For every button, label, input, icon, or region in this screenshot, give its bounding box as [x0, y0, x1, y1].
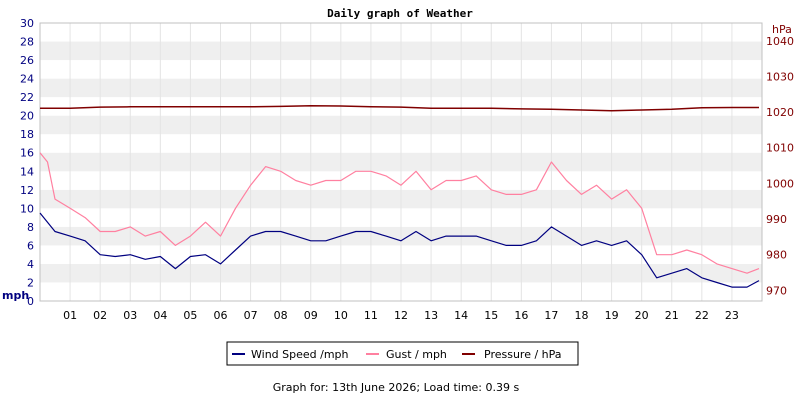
x-tick-label: 15	[484, 309, 498, 322]
gust-line	[39, 152, 760, 274]
legend: Wind Speed /mph Gust / mph Pressure / hP…	[226, 341, 579, 366]
x-tick-label: 18	[575, 309, 589, 322]
right-tick-label: 1040	[766, 35, 794, 48]
chart-title: Daily graph of Weather	[327, 7, 473, 20]
x-tick-label: 12	[394, 309, 408, 322]
legend-label-pressure: Pressure / hPa	[484, 348, 562, 361]
x-axis-ticks: 01 02 03 04 05 06 07 08 09 10 11 12 13 14 15 16 17 18 19 20…	[63, 309, 739, 322]
x-tick-label: 11	[364, 309, 378, 322]
right-axis-ticks: 970 980 990 1000 1010 1020 1030 1040	[766, 35, 794, 297]
left-tick-label: 8	[27, 221, 34, 234]
right-tick-label: 990	[766, 213, 787, 226]
legend-label-gust: Gust / mph	[386, 348, 447, 361]
left-tick-label: 26	[20, 54, 34, 67]
x-tick-label: 13	[424, 309, 438, 322]
x-tick-label: 05	[183, 309, 197, 322]
series-layer	[39, 104, 760, 288]
plot-frame	[39, 22, 763, 302]
left-tick-label: 4	[27, 258, 34, 271]
left-tick-label: 28	[20, 36, 34, 49]
left-tick-label: 2	[27, 276, 34, 289]
left-tick-label: 18	[20, 128, 34, 141]
x-tick-label: 09	[304, 309, 318, 322]
left-tick-label: 12	[20, 184, 34, 197]
x-tick-label: 04	[153, 309, 167, 322]
x-tick-label: 23	[725, 309, 739, 322]
x-tick-label: 20	[635, 309, 649, 322]
wind-speed-line	[39, 212, 760, 288]
x-tick-label: 19	[605, 309, 619, 322]
left-tick-label: 20	[20, 110, 34, 123]
right-tick-label: 980	[766, 249, 787, 262]
x-tick-label: 16	[514, 309, 528, 322]
x-tick-label: 02	[93, 309, 107, 322]
left-tick-label: 6	[27, 239, 34, 252]
right-axis-unit: hPa	[772, 23, 792, 36]
x-tick-label: 06	[214, 309, 228, 322]
right-tick-label: 1000	[766, 177, 794, 190]
right-tick-label: 1030	[766, 70, 794, 83]
left-tick-label: 16	[20, 147, 34, 160]
left-tick-label: 10	[20, 202, 34, 215]
x-tick-label: 01	[63, 309, 77, 322]
x-tick-label: 22	[695, 309, 709, 322]
legend-box	[226, 341, 579, 366]
footer-text: Graph for: 13th June 2026; Load time: 0.…	[273, 381, 520, 394]
right-tick-label: 970	[766, 284, 787, 297]
left-tick-label: 30	[20, 17, 34, 30]
left-tick-label: 14	[20, 165, 34, 178]
legend-label-wind: Wind Speed /mph	[251, 348, 349, 361]
left-tick-label: 22	[20, 91, 34, 104]
pressure-line	[40, 104, 759, 112]
x-tick-label: 21	[665, 309, 679, 322]
x-tick-label: 17	[544, 309, 558, 322]
left-axis-unit: mph	[2, 289, 29, 302]
right-tick-label: 1020	[766, 106, 794, 119]
x-tick-label: 03	[123, 309, 137, 322]
x-tick-label: 07	[244, 309, 258, 322]
right-tick-label: 1010	[766, 142, 794, 155]
x-tick-label: 08	[274, 309, 288, 322]
left-tick-label: 0	[27, 295, 34, 308]
left-tick-label: 24	[20, 73, 34, 86]
x-tick-label: 14	[454, 309, 468, 322]
x-tick-label: 10	[334, 309, 348, 322]
